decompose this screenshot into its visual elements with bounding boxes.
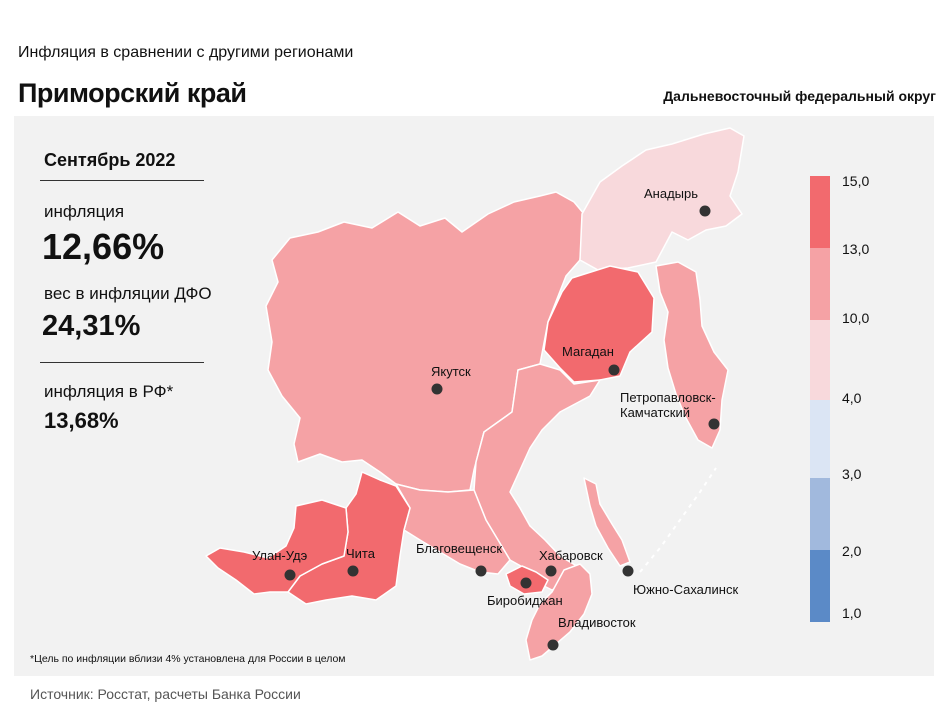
city-9-marker[interactable] <box>520 577 532 589</box>
region-magadan[interactable] <box>543 265 655 383</box>
legend-tick: 10,0 <box>842 310 870 326</box>
city-3-label: Петропавловск-Камчатский <box>620 390 716 420</box>
city-0-label: Анадырь <box>644 186 698 201</box>
city-5-label: Чита <box>346 546 376 561</box>
inflation-label: инфляция <box>44 202 125 221</box>
page-title: Приморский край <box>18 78 247 108</box>
chart-subtitle: Инфляция в сравнении с другими регионами <box>18 44 354 61</box>
divider-bottom <box>40 362 204 363</box>
city-10-marker[interactable] <box>547 639 559 651</box>
month-label: Сентябрь 2022 <box>44 150 176 170</box>
region-khabarovsk[interactable] <box>473 363 601 591</box>
rf-inflation-label: инфляция в РФ* <box>44 382 174 401</box>
legend-tick: 4,0 <box>842 390 862 406</box>
legend-band-13-15 <box>810 176 830 248</box>
city-6-marker[interactable] <box>475 565 487 577</box>
divider-top <box>40 180 204 181</box>
city-markers: Анадырь Магадан Якутск Петропавловск-Камчат… <box>252 186 738 651</box>
city-1-marker[interactable] <box>608 364 620 376</box>
district-label: Дальневосточный федеральный округ <box>663 88 936 104</box>
legend-tick: 1,0 <box>842 605 862 621</box>
city-2-label: Якутск <box>431 364 471 379</box>
legend-band-4-10 <box>810 320 830 400</box>
legend-tick: 2,0 <box>842 543 862 559</box>
city-9-label: Биробиджан <box>487 593 563 608</box>
rf-inflation-value: 13,68% <box>44 408 119 433</box>
weight-value: 24,31% <box>42 310 141 342</box>
region-buryatia[interactable] <box>205 499 349 595</box>
legend-band-1-2 <box>810 550 830 622</box>
city-8-label: Южно-Сахалинск <box>633 582 738 597</box>
legend-band-2-3 <box>810 478 830 550</box>
legend-tick: 3,0 <box>842 466 862 482</box>
city-10-label: Владивосток <box>558 615 636 630</box>
legend-band-3-4 <box>810 400 830 478</box>
region-chukotka[interactable] <box>579 127 745 271</box>
legend-tick: 13,0 <box>842 241 870 257</box>
city-7-label: Хабаровск <box>539 548 603 563</box>
city-5-marker[interactable] <box>347 565 359 577</box>
source-note: Источник: Росстат, расчеты Банка России <box>30 686 301 702</box>
city-0-marker[interactable] <box>699 205 711 217</box>
kuril-islands <box>639 467 717 573</box>
weight-label: вес в инфляции ДФО <box>44 284 212 303</box>
legend-tick: 15,0 <box>842 173 870 189</box>
region-kamchatka[interactable] <box>655 261 729 449</box>
city-6-label: Благовещенск <box>416 541 502 556</box>
city-4-label: Улан-Удэ <box>252 548 308 563</box>
footnote: *Цель по инфляции вблизи 4% установлена … <box>30 653 346 665</box>
region-primorsky[interactable] <box>525 563 593 661</box>
region-amur[interactable] <box>395 483 511 575</box>
region-yakutia[interactable] <box>265 191 585 493</box>
city-1-label: Магадан <box>562 344 614 359</box>
city-4-marker[interactable] <box>284 569 296 581</box>
city-3-marker[interactable] <box>708 418 720 430</box>
region-sakhalin[interactable] <box>583 477 631 567</box>
city-8-marker[interactable] <box>622 565 634 577</box>
city-2-marker[interactable] <box>431 383 443 395</box>
city-7-marker[interactable] <box>545 565 557 577</box>
legend-band-10-13 <box>810 248 830 320</box>
inflation-value: 12,66% <box>42 226 165 267</box>
